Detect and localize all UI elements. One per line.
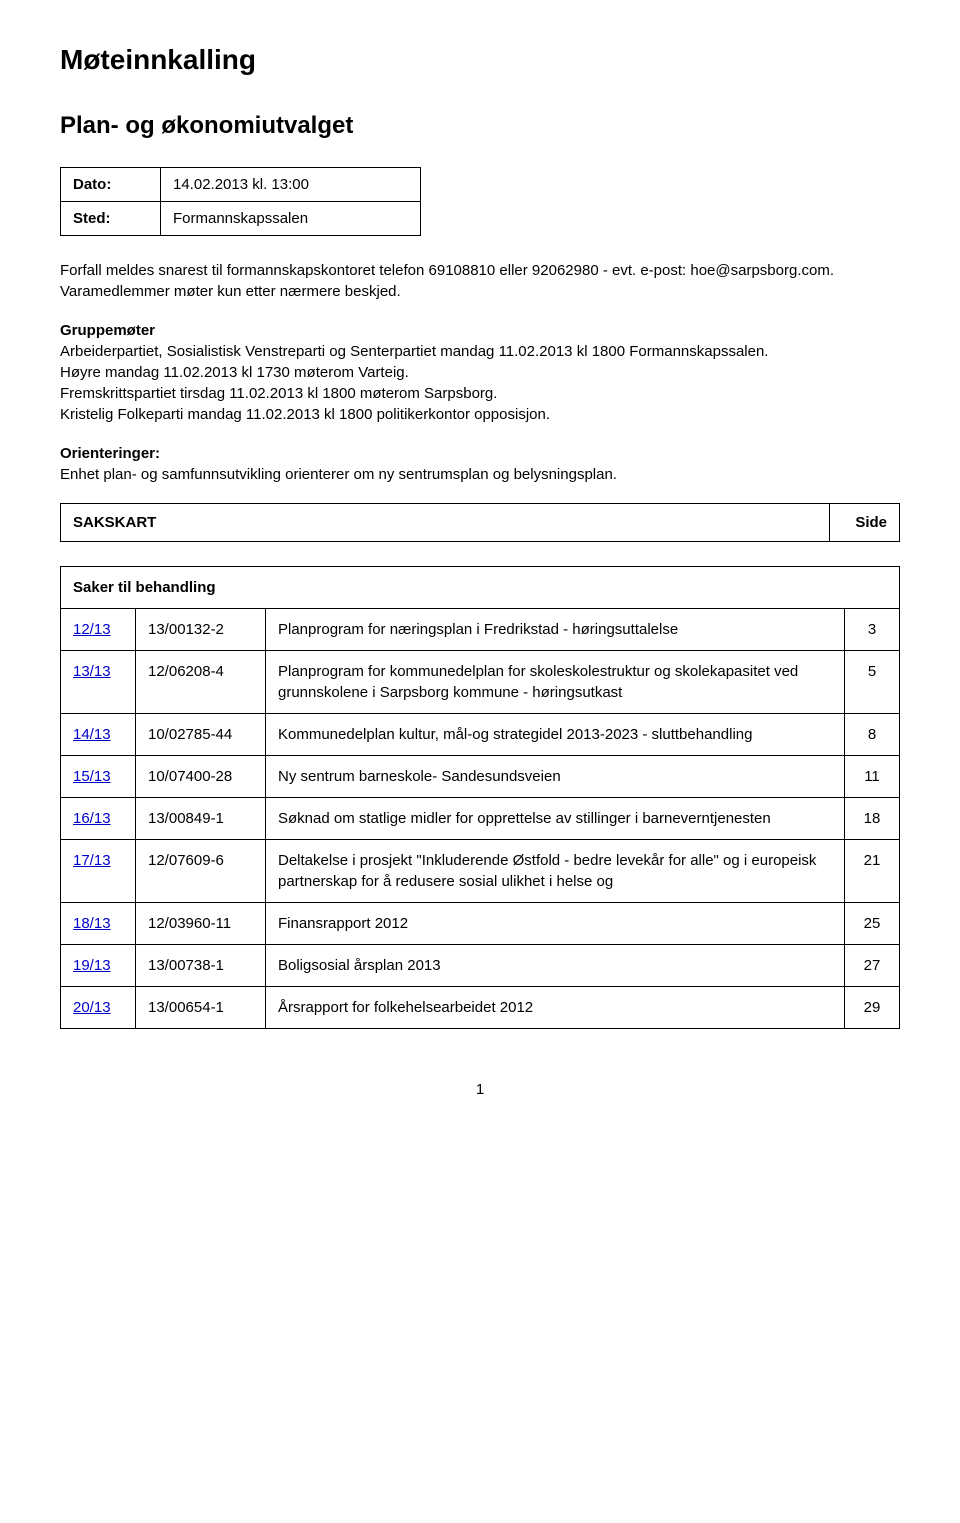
item-ref: 12/06208-4	[136, 650, 266, 713]
item-link[interactable]: 14/13	[73, 726, 111, 743]
gruppemoter-line: Høyre mandag 11.02.2013 kl 1730 møterom …	[60, 362, 900, 383]
item-link-cell: 12/13	[61, 608, 136, 650]
item-link-cell: 18/13	[61, 902, 136, 944]
sted-value: Formannskapssalen	[161, 201, 421, 235]
item-link[interactable]: 16/13	[73, 810, 111, 827]
item-page: 27	[845, 944, 900, 986]
sted-label: Sted:	[61, 201, 161, 235]
item-link[interactable]: 17/13	[73, 852, 111, 869]
item-link[interactable]: 18/13	[73, 915, 111, 932]
item-desc: Planprogram for kommunedelplan for skole…	[266, 650, 845, 713]
item-link-cell: 17/13	[61, 839, 136, 902]
orienteringer-label: Orienteringer:	[60, 443, 900, 464]
section-title: Saker til behandling	[61, 566, 900, 608]
item-link[interactable]: 13/13	[73, 663, 111, 680]
item-page: 3	[845, 608, 900, 650]
orienteringer-text: Enhet plan- og samfunnsutvikling oriente…	[60, 464, 900, 485]
item-page: 11	[845, 755, 900, 797]
item-page: 8	[845, 713, 900, 755]
forfall-text: Forfall meldes snarest til formannskapsk…	[60, 260, 900, 302]
item-link-cell: 14/13	[61, 713, 136, 755]
item-desc: Planprogram for næringsplan i Fredriksta…	[266, 608, 845, 650]
item-link[interactable]: 12/13	[73, 621, 111, 638]
item-ref: 12/07609-6	[136, 839, 266, 902]
gruppemoter-line: Kristelig Folkeparti mandag 11.02.2013 k…	[60, 404, 900, 425]
gruppemoter-label: Gruppemøter	[60, 320, 900, 341]
item-ref: 13/00654-1	[136, 986, 266, 1028]
item-ref: 13/00132-2	[136, 608, 266, 650]
dato-label: Dato:	[61, 167, 161, 201]
item-desc: Boligsosial årsplan 2013	[266, 944, 845, 986]
forfall-line: Forfall meldes snarest til formannskapsk…	[60, 262, 834, 279]
table-row: 15/13 10/07400-28Ny sentrum barneskole- S…	[61, 755, 900, 797]
orienteringer-section: Orienteringer: Enhet plan- og samfunnsut…	[60, 443, 900, 485]
item-link-cell: 13/13	[61, 650, 136, 713]
item-link-cell: 15/13	[61, 755, 136, 797]
gruppemoter-line: Arbeiderpartiet, Sosialistisk Venstrepar…	[60, 341, 900, 362]
side-label: Side	[830, 503, 900, 541]
item-link-cell: 16/13	[61, 797, 136, 839]
item-desc: Kommunedelplan kultur, mål-og strategide…	[266, 713, 845, 755]
gruppemoter-section: Gruppemøter Arbeiderpartiet, Sosialistis…	[60, 320, 900, 425]
item-ref: 13/00738-1	[136, 944, 266, 986]
table-row: 13/13 12/06208-4Planprogram for kommunede…	[61, 650, 900, 713]
item-link[interactable]: 20/13	[73, 999, 111, 1016]
item-page: 25	[845, 902, 900, 944]
table-row: 19/13 13/00738-1Boligsosial årsplan 20132…	[61, 944, 900, 986]
item-ref: 13/00849-1	[136, 797, 266, 839]
table-row: 14/13 10/02785-44Kommunedelplan kultur, m…	[61, 713, 900, 755]
item-ref: 10/02785-44	[136, 713, 266, 755]
table-row: 17/13 12/07609-6Deltakelse i prosjekt "In…	[61, 839, 900, 902]
vara-line: Varamedlemmer møter kun etter nærmere be…	[60, 283, 401, 300]
item-link-cell: 20/13	[61, 986, 136, 1028]
item-page: 21	[845, 839, 900, 902]
sakskart-header-table: SAKSKART Side	[60, 503, 900, 542]
item-desc: Finansrapport 2012	[266, 902, 845, 944]
document-subtitle: Plan- og økonomiutvalget	[60, 109, 900, 143]
document-title: Møteinnkalling	[60, 40, 900, 79]
item-ref: 12/03960-11	[136, 902, 266, 944]
table-row: 12/13 13/00132-2Planprogram for næringspl…	[61, 608, 900, 650]
table-row: 18/13 12/03960-11Finansrapport 201225	[61, 902, 900, 944]
item-link[interactable]: 15/13	[73, 768, 111, 785]
sakskart-items-table: Saker til behandling 12/13 13/00132-2Plan…	[60, 566, 900, 1029]
item-desc: Ny sentrum barneskole- Sandesundsveien	[266, 755, 845, 797]
item-page: 5	[845, 650, 900, 713]
meeting-info-table: Dato: 14.02.2013 kl. 13:00 Sted: Formann…	[60, 167, 421, 236]
table-row: 16/13 13/00849-1Søknad om statlige midler…	[61, 797, 900, 839]
item-desc: Deltakelse i prosjekt "Inkluderende Østf…	[266, 839, 845, 902]
item-page: 18	[845, 797, 900, 839]
dato-value: 14.02.2013 kl. 13:00	[161, 167, 421, 201]
item-link-cell: 19/13	[61, 944, 136, 986]
item-desc: Årsrapport for folkehelsearbeidet 2012	[266, 986, 845, 1028]
item-link[interactable]: 19/13	[73, 957, 111, 974]
table-row: 20/13 13/00654-1Årsrapport for folkehelse…	[61, 986, 900, 1028]
item-ref: 10/07400-28	[136, 755, 266, 797]
page-number: 1	[60, 1079, 900, 1100]
gruppemoter-line: Fremskrittspartiet tirsdag 11.02.2013 kl…	[60, 383, 900, 404]
sakskart-label: SAKSKART	[61, 503, 830, 541]
item-desc: Søknad om statlige midler for opprettels…	[266, 797, 845, 839]
item-page: 29	[845, 986, 900, 1028]
